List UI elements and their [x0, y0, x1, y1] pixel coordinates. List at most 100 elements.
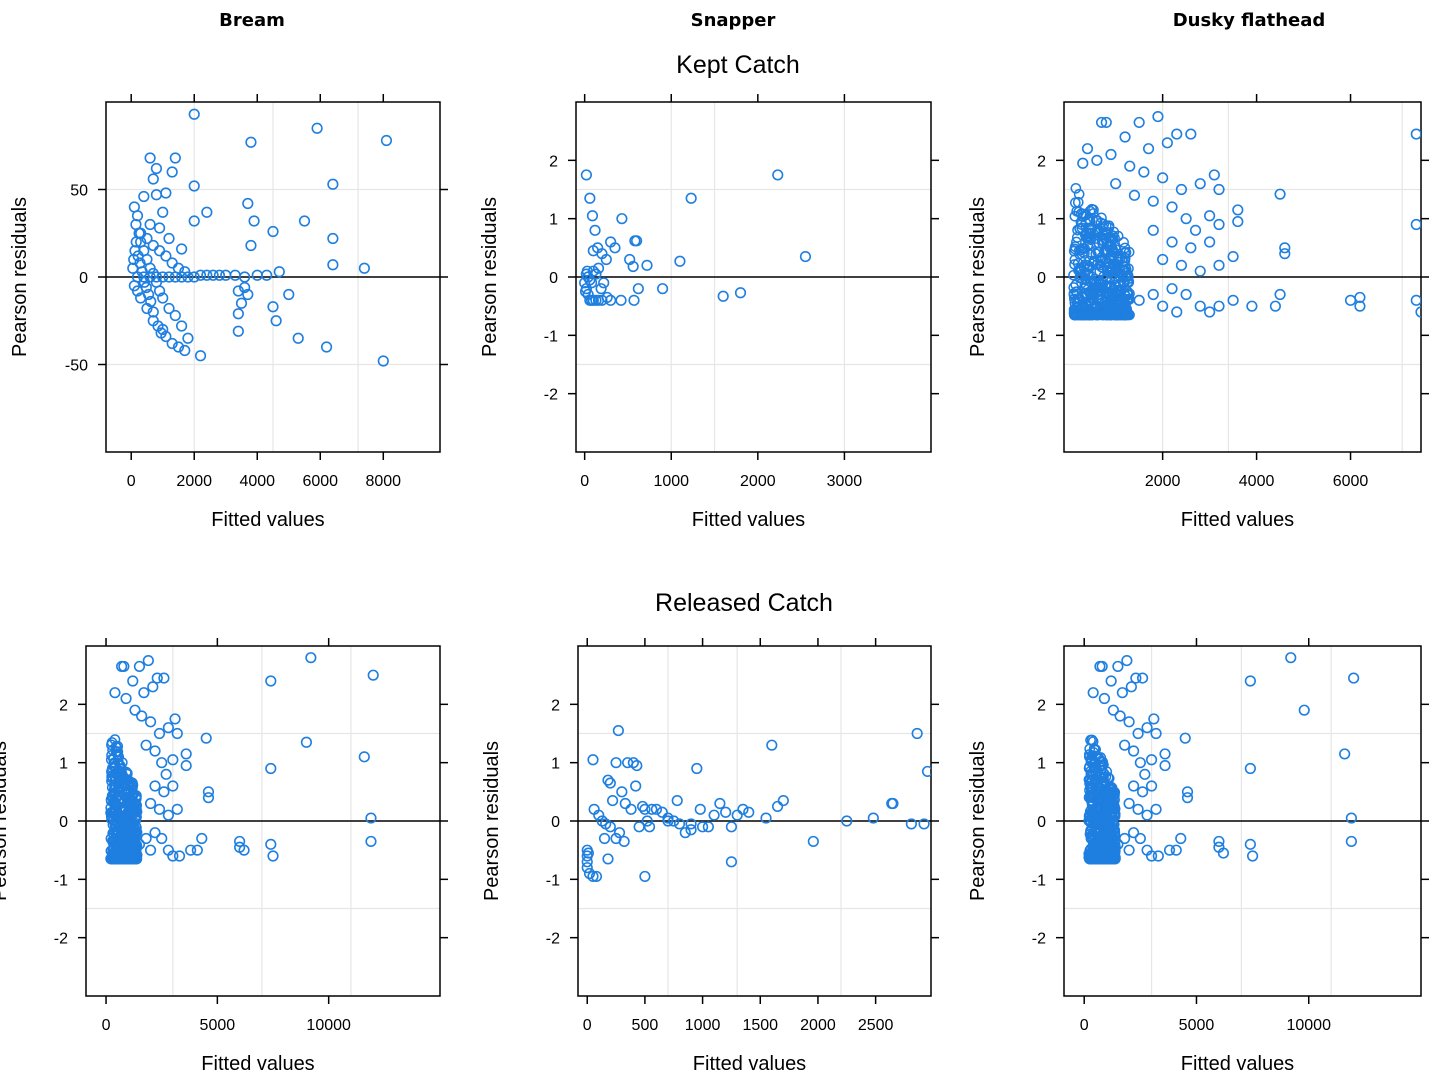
data-point	[694, 803, 706, 815]
data-point	[144, 218, 156, 231]
x-tick-label: 0	[583, 1017, 592, 1034]
data-point	[108, 757, 120, 769]
data-point	[1181, 786, 1194, 798]
data-point	[630, 780, 642, 792]
data-point	[1171, 128, 1183, 140]
data-point	[127, 675, 139, 687]
data-point	[138, 271, 150, 283]
data-point	[140, 832, 152, 845]
data-point	[140, 739, 152, 751]
data-point	[1141, 809, 1153, 821]
data-point	[639, 870, 651, 883]
column-header-bream: Bream	[219, 10, 285, 31]
data-point	[131, 271, 144, 283]
data-point	[1166, 283, 1178, 295]
data-point	[628, 294, 640, 306]
data-point	[144, 844, 157, 856]
data-point	[1072, 257, 1084, 269]
data-point	[1123, 246, 1135, 258]
data-point	[1194, 300, 1206, 312]
data-point	[180, 759, 192, 772]
data-point	[118, 660, 130, 673]
data-point	[1084, 239, 1096, 250]
data-point	[771, 800, 784, 813]
data-point	[1094, 266, 1106, 277]
y-tick-label: -50	[65, 358, 88, 375]
data-point	[171, 803, 183, 815]
data-point	[1069, 254, 1081, 265]
data-points	[127, 108, 393, 367]
panel-dusky-flathead-kept-catch: 2000 4000 6000 -2 -1 0 1 2 Fitted values Pearson …	[967, 94, 1429, 531]
data-point	[921, 765, 931, 778]
data-point	[1244, 675, 1256, 687]
data-point	[131, 853, 142, 865]
data-point	[1161, 137, 1173, 149]
x-tick-label: 2000	[176, 473, 212, 490]
data-point	[734, 287, 747, 299]
data-point	[1087, 687, 1099, 699]
data-point	[743, 806, 755, 818]
y-tick-label: 1	[1037, 212, 1046, 229]
data-point	[612, 724, 624, 737]
data-point	[581, 862, 593, 874]
data-point	[1345, 812, 1357, 824]
x-tick-label: 500	[632, 1017, 659, 1034]
data-point	[587, 754, 599, 766]
data-point	[1088, 282, 1099, 293]
data-point	[156, 832, 168, 845]
data-point	[1071, 205, 1083, 217]
data-point	[1128, 780, 1140, 792]
data-point	[213, 269, 226, 281]
data-point	[1232, 204, 1244, 216]
data-point	[1096, 212, 1107, 224]
data-point	[673, 818, 686, 830]
data-point	[188, 180, 200, 192]
data-point	[300, 736, 313, 748]
data-point	[1166, 201, 1178, 213]
data-point	[1096, 762, 1108, 774]
data-point	[1112, 838, 1124, 850]
data-point	[1076, 277, 1087, 289]
data-point	[166, 257, 178, 269]
data-point	[1105, 236, 1117, 247]
data-point	[641, 815, 653, 827]
data-point	[639, 803, 651, 815]
data-point	[685, 824, 697, 836]
data-point	[1145, 850, 1158, 862]
data-point	[1189, 224, 1202, 236]
data-point	[1112, 309, 1123, 321]
data-point	[702, 821, 714, 833]
data-point	[160, 768, 172, 780]
data-point	[153, 727, 166, 740]
data-point	[1213, 259, 1225, 271]
data-point	[120, 803, 131, 815]
data-point	[1068, 288, 1080, 300]
data-point	[162, 809, 174, 821]
data-point	[158, 672, 170, 684]
data-point	[1194, 178, 1206, 190]
data-point	[1298, 704, 1310, 716]
data-point	[180, 748, 192, 760]
data-point	[1090, 853, 1102, 865]
data-point	[1213, 218, 1225, 231]
data-point	[232, 325, 244, 337]
data-point	[141, 232, 153, 245]
data-point	[1107, 784, 1118, 796]
data-point	[583, 867, 596, 880]
data-point	[720, 806, 732, 818]
data-point	[581, 265, 593, 277]
data-point	[267, 301, 279, 313]
data-point	[641, 259, 653, 271]
data-point	[602, 853, 614, 865]
data-point	[1118, 309, 1130, 321]
data-point	[153, 285, 166, 297]
data-point	[365, 812, 377, 824]
y-tick-label: 0	[59, 814, 68, 831]
data-point	[918, 818, 930, 830]
data-point	[153, 803, 166, 815]
data-point	[1105, 675, 1117, 687]
data-point	[109, 782, 120, 793]
y-tick-label: 0	[551, 814, 560, 831]
data-point	[117, 769, 128, 781]
